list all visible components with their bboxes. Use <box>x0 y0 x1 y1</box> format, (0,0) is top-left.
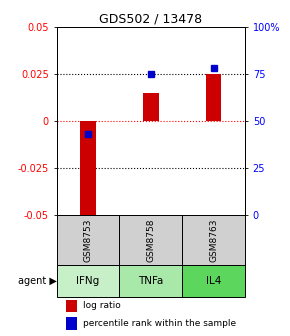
Bar <box>80 121 96 219</box>
Bar <box>182 265 245 297</box>
Bar <box>57 265 119 297</box>
Bar <box>119 215 182 265</box>
Text: GSM8758: GSM8758 <box>146 218 155 262</box>
Bar <box>66 300 77 312</box>
Text: GSM8763: GSM8763 <box>209 218 218 262</box>
Bar <box>57 215 119 265</box>
Text: log ratio: log ratio <box>83 301 121 310</box>
Text: GSM8753: GSM8753 <box>84 218 93 262</box>
Text: IL4: IL4 <box>206 276 221 286</box>
Text: percentile rank within the sample: percentile rank within the sample <box>83 319 236 328</box>
Text: TNFa: TNFa <box>138 276 164 286</box>
Bar <box>182 215 245 265</box>
Text: IFNg: IFNg <box>76 276 99 286</box>
Title: GDS502 / 13478: GDS502 / 13478 <box>99 13 202 26</box>
Text: agent ▶: agent ▶ <box>18 276 57 286</box>
Bar <box>206 74 222 121</box>
Bar <box>143 93 159 121</box>
Bar <box>119 265 182 297</box>
Bar <box>66 318 77 330</box>
